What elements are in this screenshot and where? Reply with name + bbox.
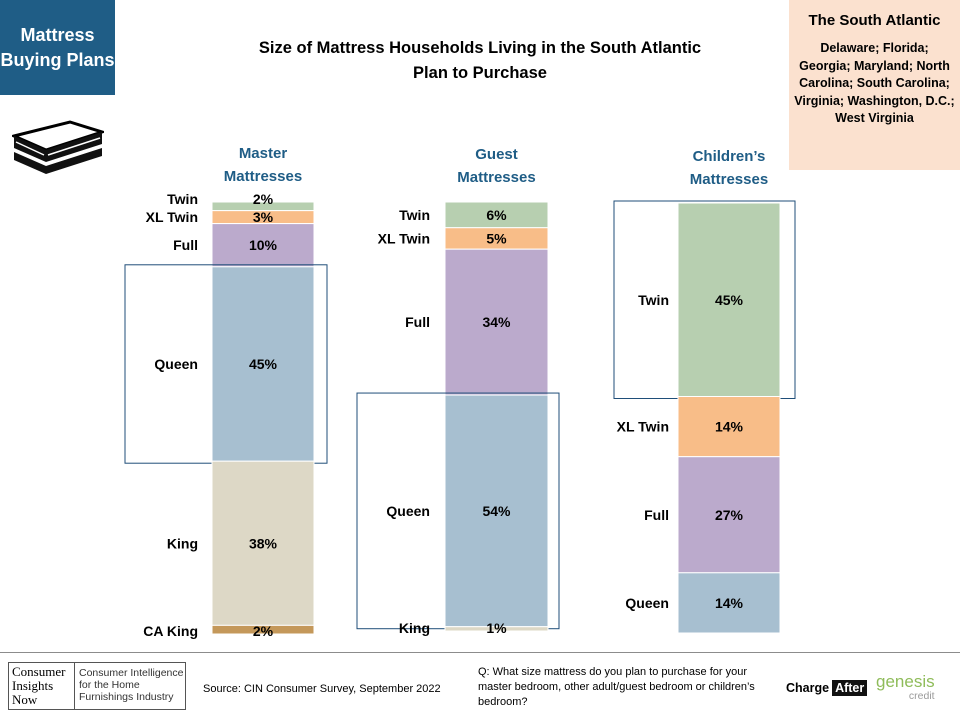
col-3-queen-value-label: 14% (715, 595, 744, 611)
region-states: Delaware; Florida; Georgia; Maryland; No… (794, 41, 955, 125)
cin-logo-line-3: Now (12, 692, 38, 707)
column-header-children-s-mattresses-line-1: Children’s (693, 148, 766, 165)
cin-logo-line-1: Consumer (12, 664, 66, 679)
col-1-queen-category-label: Queen (154, 356, 198, 372)
col-1-full-value-label: 10% (249, 237, 278, 253)
footer-divider (0, 652, 960, 653)
col-1-ca-king-segment (211, 624, 315, 635)
col-2-full-segment (444, 248, 549, 396)
col-1-full-category-label: Full (173, 237, 198, 253)
col-3-full-category-label: Full (644, 507, 669, 523)
col-2-twin-category-label: Twin (399, 207, 430, 223)
col-1-xl-twin-value-label: 3% (253, 209, 274, 225)
column-header-master-mattresses-line-1: Master (239, 145, 288, 162)
col-3-twin-category-label: Twin (638, 292, 669, 308)
col-3-queen-segment (677, 572, 781, 634)
col-2-twin-segment (444, 201, 549, 229)
col-1-king-segment (211, 460, 315, 626)
col-2-queen-value-label: 54% (482, 503, 511, 519)
col-1-king-category-label: King (167, 535, 198, 551)
survey-question: Q: What size mattress do you plan to pur… (478, 666, 755, 708)
col-1-xl-twin-category-label: XL Twin (146, 209, 198, 225)
source-note: Source: CIN Consumer Survey, September 2… (203, 683, 441, 695)
column-header-guest-mattresses-line-2: Mattresses (457, 169, 535, 186)
col-2-full-category-label: Full (405, 314, 430, 330)
col-1-ca-king-category-label: CA King (143, 623, 198, 639)
col-3-queen-category-label: Queen (625, 595, 669, 611)
genesis-logo-sub: credit (908, 690, 935, 702)
col-1-full-segment (211, 223, 315, 268)
col-2-king-category-label: King (399, 620, 430, 636)
col-1-twin-category-label: Twin (167, 191, 198, 207)
col-3-xl-twin-category-label: XL Twin (617, 419, 669, 435)
col-3-xl-twin-value-label: 14% (715, 419, 744, 435)
col-2-xl-twin-value-label: 5% (486, 230, 507, 246)
column-header-master-mattresses-line-2: Mattresses (224, 168, 302, 185)
genesis-logo: genesis credit (876, 672, 935, 704)
col-3-xl-twin-segment (677, 396, 781, 458)
col-1-king-value-label: 38% (249, 535, 278, 551)
col-2-queen-segment (444, 394, 549, 628)
badge-title: Mattress Buying Plans (0, 0, 115, 95)
col-3-twin-value-label: 45% (715, 292, 744, 308)
col-1-ca-king-value-label: 2% (253, 623, 274, 639)
region-box: The South Atlantic Delaware; Florida; Ge… (789, 0, 960, 170)
column-header-guest-mattresses-line-1: Guest (475, 146, 518, 163)
col-2-king-value-label: 1% (486, 620, 507, 636)
col-1-queen-segment (211, 266, 315, 462)
chargeafter-logo-text-a: Charge (786, 681, 830, 695)
region-title: The South Atlantic (808, 12, 941, 29)
col-3-full-segment (677, 456, 781, 574)
col-1-queen-value-label: 45% (249, 356, 278, 372)
col-2-xl-twin-category-label: XL Twin (378, 230, 430, 246)
cin-logo-line-2: Insights (12, 678, 54, 693)
cin-logo: Consumer Insights Now Consumer Intellige… (8, 662, 186, 710)
chargeafter-logo: Charge After (786, 680, 868, 696)
col-2-queen-category-label: Queen (386, 503, 430, 519)
col-2-full-value-label: 34% (482, 314, 511, 330)
col-3-full-value-label: 27% (715, 507, 744, 523)
mattress-icon (12, 120, 104, 174)
chart-title: Size of Mattress Households Living in th… (258, 39, 702, 82)
cin-logo-tagline: Consumer Intelligence for the Home Furni… (79, 667, 184, 703)
column-header-children-s-mattresses-line-2: Mattresses (690, 171, 768, 188)
genesis-logo-text: genesis (876, 672, 935, 691)
col-2-king-segment (444, 626, 549, 632)
col-2-twin-value-label: 6% (486, 207, 507, 223)
chargeafter-logo-text-b: After (832, 680, 868, 696)
stacked-bar-chart: Master Mattresses 2% Twin 3% XL Twin 10% Full 45… (124, 145, 796, 639)
col-1-twin-value-label: 2% (253, 191, 274, 207)
